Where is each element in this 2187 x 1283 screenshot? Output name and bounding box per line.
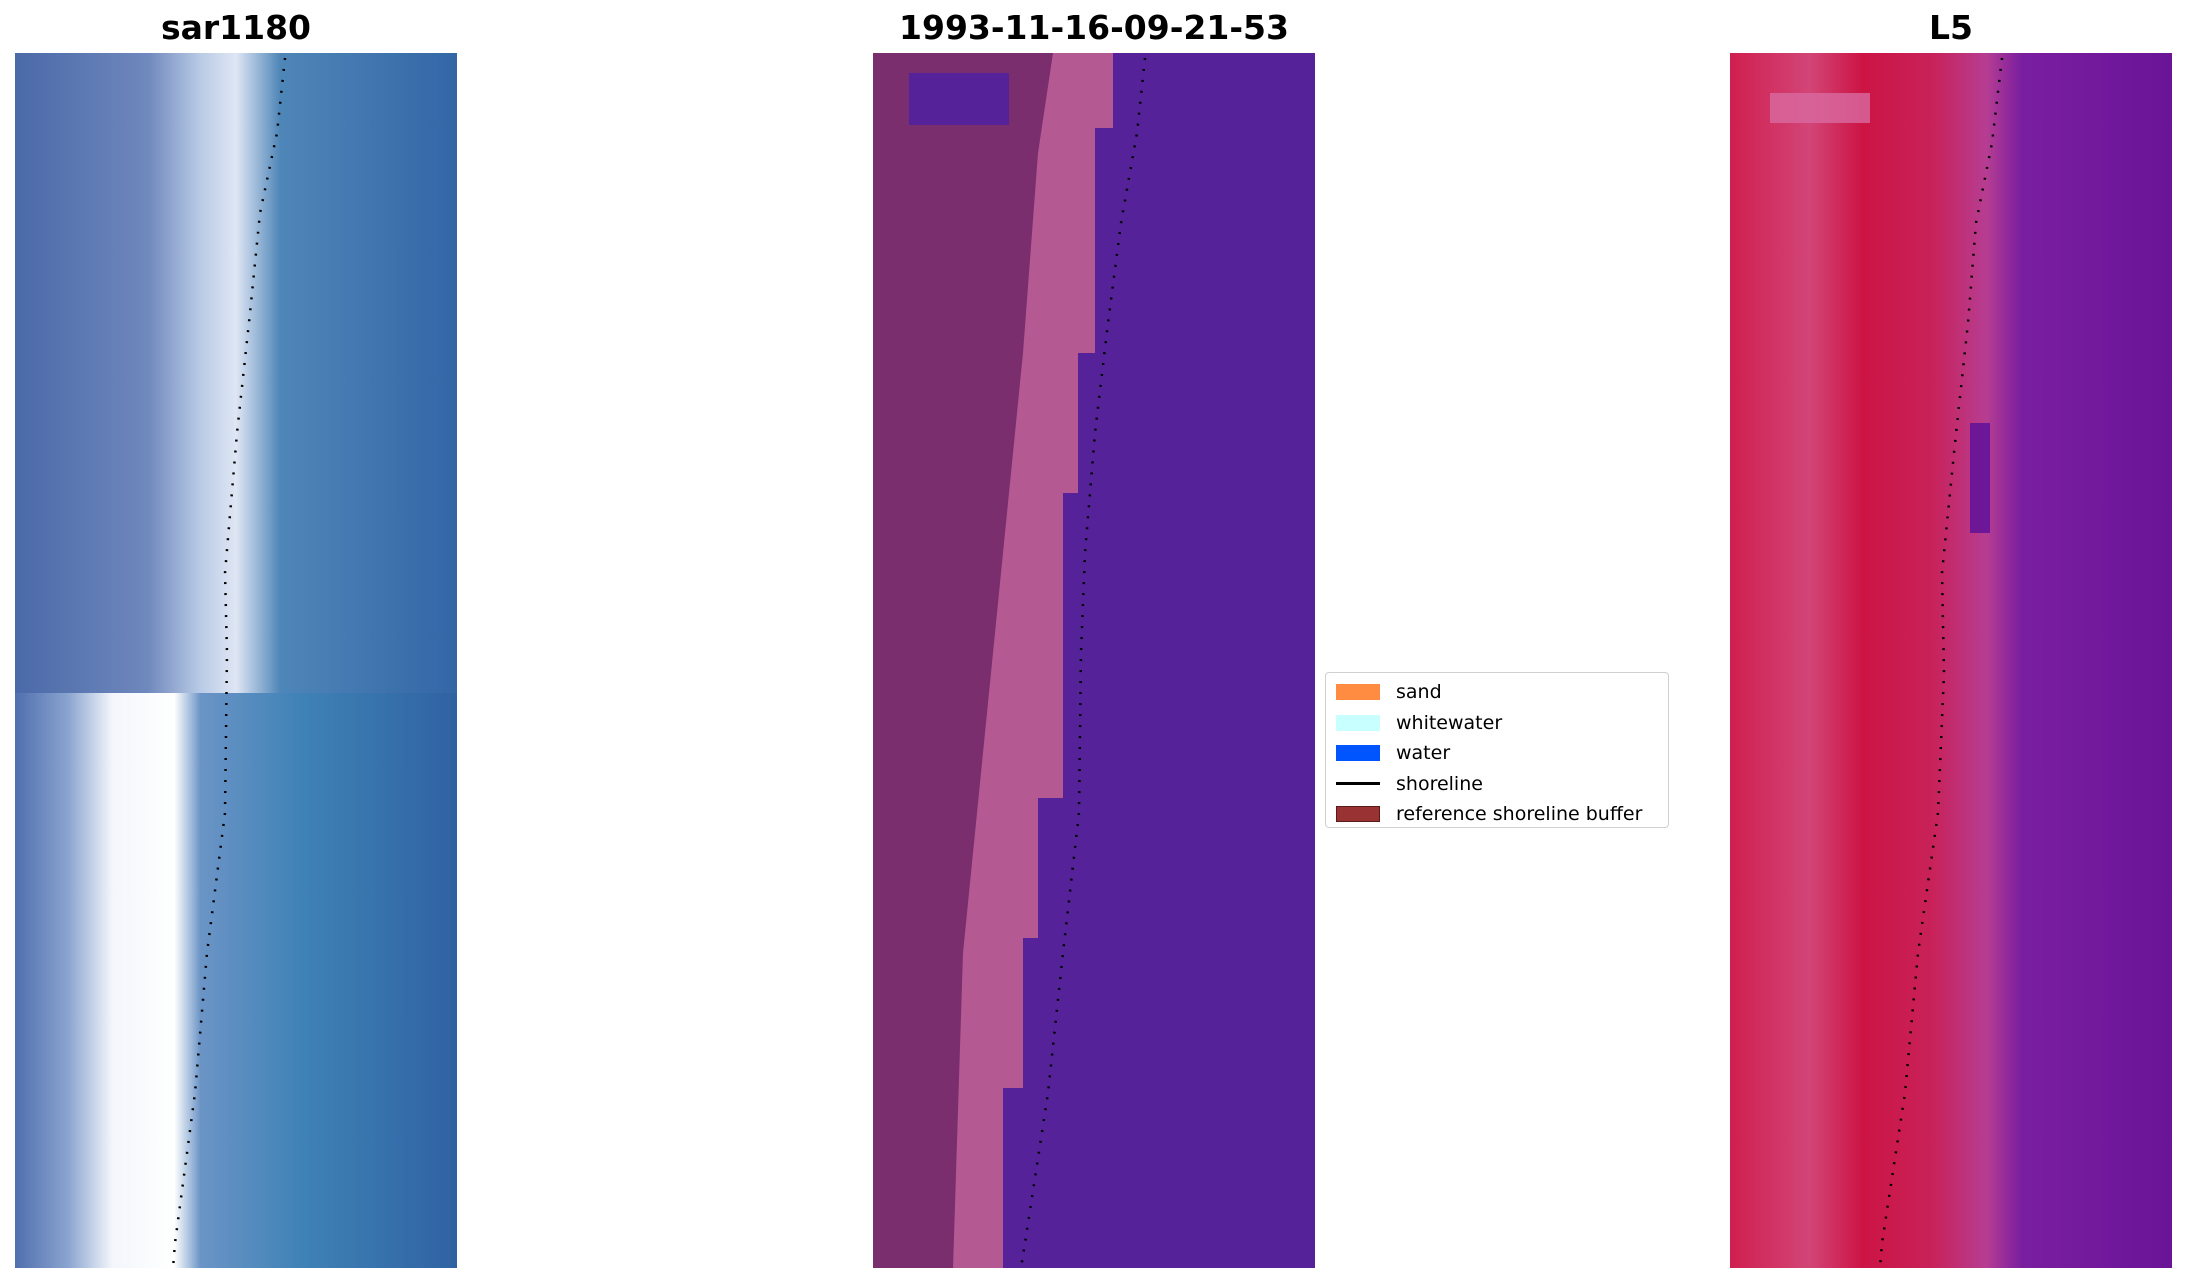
legend-label: sand: [1396, 681, 1442, 704]
panel-title-rgb: sar1180: [160, 8, 312, 47]
sand-swatch: [1336, 684, 1380, 701]
shoreline-left: [171, 57, 287, 1268]
buffer-region: [953, 53, 1113, 1268]
reference-buffer-swatch: [1336, 806, 1380, 823]
legend: sand whitewater water shoreline referenc…: [1325, 672, 1669, 828]
classified-image: [873, 53, 1315, 1268]
water-swatch: [1336, 745, 1380, 762]
rgb-image: [15, 53, 457, 1268]
panel-title-index: L5: [1929, 8, 1973, 47]
rgb-image-panel: [15, 53, 457, 1268]
legend-label: shoreline: [1396, 772, 1483, 795]
panel-title-classified: 1993-11-16-09-21-53: [899, 8, 1289, 47]
legend-label: whitewater: [1396, 711, 1503, 734]
index-image-panel: [1730, 53, 2172, 1268]
shoreline-line-swatch: [1336, 782, 1380, 786]
legend-label: water: [1396, 742, 1451, 765]
legend-item-whitewater: whitewater: [1336, 708, 1658, 739]
legend-item-shoreline: shoreline: [1336, 769, 1658, 800]
whitewater-swatch: [1336, 714, 1380, 731]
legend-item-reference-buffer: reference shoreline buffer: [1336, 799, 1658, 830]
legend-item-sand: sand: [1336, 677, 1658, 708]
legend-item-water: water: [1336, 738, 1658, 769]
legend-label: reference shoreline buffer: [1396, 803, 1643, 826]
classified-image-panel: [873, 53, 1315, 1268]
index-image: [1730, 53, 2172, 1268]
